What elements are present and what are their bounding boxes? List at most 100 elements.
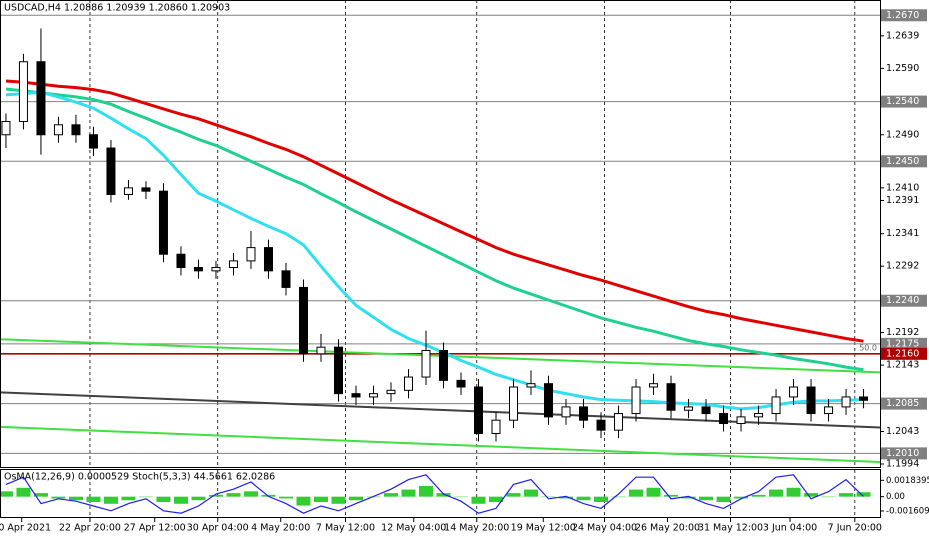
osc-bar xyxy=(629,489,644,497)
candle-body xyxy=(544,383,554,418)
level-box xyxy=(881,294,927,307)
candle-body xyxy=(53,124,63,136)
candle-body xyxy=(631,386,641,415)
candle-body xyxy=(456,379,466,388)
osc-bar xyxy=(734,496,749,499)
x-tick-label: 27 Apr 12:00 xyxy=(124,523,186,534)
osc-bar xyxy=(191,496,206,501)
plot xyxy=(0,0,880,518)
candle-body xyxy=(684,406,694,411)
candle-body xyxy=(614,413,624,431)
level-label: 1.2540 xyxy=(886,96,919,107)
candle-body xyxy=(701,406,711,415)
y-tick-label: 1.2410 xyxy=(886,182,919,193)
osc-bar xyxy=(454,496,469,498)
candle-body xyxy=(36,61,46,136)
level-label: 1.2670 xyxy=(886,10,919,21)
candle-body xyxy=(333,346,343,395)
osc-bar xyxy=(331,496,346,504)
osc-bar xyxy=(86,496,101,502)
candle-body xyxy=(719,413,729,425)
candle-body xyxy=(18,61,28,122)
candle-body xyxy=(771,396,781,415)
osc-bar xyxy=(418,486,433,497)
y-tick-label: 1.2043 xyxy=(886,426,919,437)
x-tick-label: 30 Apr 04:00 xyxy=(187,523,249,534)
osc-bar xyxy=(173,496,188,504)
osc-bar xyxy=(681,496,696,499)
main-layer xyxy=(0,0,880,466)
candle-body xyxy=(368,393,378,398)
osc-bar xyxy=(296,496,311,506)
x-tick-label: 7 Jun 20:00 xyxy=(828,523,882,534)
level-box xyxy=(881,447,927,460)
candle-body xyxy=(754,413,764,418)
candle-body xyxy=(88,134,98,149)
line xyxy=(5,79,864,343)
x-tick-label: 31 May 12:00 xyxy=(698,523,763,534)
x-tick-label: 26 May 20:00 xyxy=(635,523,700,534)
candle-body xyxy=(841,396,851,408)
candle-body xyxy=(596,419,606,431)
y-tick-label: 1.2391 xyxy=(886,195,919,206)
candle-body xyxy=(789,386,799,398)
x-tick-label: 22 Apr 20:00 xyxy=(59,523,121,534)
osc-bar xyxy=(471,496,486,504)
osc-bar xyxy=(769,489,784,497)
osc-layer xyxy=(0,470,871,518)
y-tick-label: 1.1994 xyxy=(886,459,919,470)
osc-bar xyxy=(786,487,801,497)
candle-body xyxy=(316,346,326,355)
osc-bar xyxy=(856,492,871,497)
candle-body xyxy=(193,267,203,272)
candle-body xyxy=(859,396,869,401)
candle-body xyxy=(1,120,11,136)
y-tick-label: 1.2590 xyxy=(886,63,919,74)
osc-bar xyxy=(383,493,398,497)
osc-bar xyxy=(243,491,258,497)
level-box xyxy=(881,9,927,22)
osc-bar xyxy=(401,489,416,497)
osc-bar xyxy=(839,493,854,497)
candle-body xyxy=(806,386,816,415)
x-tick-label: 4 May 20:00 xyxy=(251,523,310,534)
level-label: 1.2175 xyxy=(886,338,919,349)
osc-bar xyxy=(156,496,171,502)
candle-body xyxy=(824,406,834,415)
candle-body xyxy=(176,253,186,269)
candle-body xyxy=(579,406,589,421)
osc-bar xyxy=(138,496,153,498)
candle-body xyxy=(281,270,291,288)
candle-body xyxy=(736,416,746,425)
candle-body xyxy=(491,419,501,434)
osc-bar xyxy=(751,494,766,497)
y-tick-label: 1.2490 xyxy=(886,129,919,140)
candle-body xyxy=(228,260,238,269)
line xyxy=(5,90,864,411)
osc-bar xyxy=(68,496,83,501)
x-tick-label: 14 May 20:00 xyxy=(444,523,509,534)
osc-bar xyxy=(489,496,504,502)
osc-bar xyxy=(278,496,293,499)
level-box xyxy=(881,95,927,108)
osc-title: OsMA(12,26,9) 0.0000529 Stoch(5,3,3) 44.… xyxy=(4,472,275,483)
y-tick-label: 1.2292 xyxy=(886,261,919,272)
candle-body xyxy=(649,383,659,388)
candle-body xyxy=(509,386,519,421)
level-label: 1.2450 xyxy=(886,156,919,167)
candle-body xyxy=(141,187,151,192)
x-tick-label: 19 May 12:00 xyxy=(511,523,576,534)
trend-line xyxy=(0,425,880,464)
y-tick-label: 1.2192 xyxy=(886,327,919,338)
level-label: 1.2010 xyxy=(886,448,919,459)
candle-body xyxy=(263,247,273,272)
candle-body xyxy=(561,406,571,418)
y-tick-label: 1.2639 xyxy=(886,30,919,41)
candle-body xyxy=(666,383,676,411)
candle-body xyxy=(123,187,133,195)
osc-bar xyxy=(208,494,223,497)
candle-body xyxy=(298,286,308,355)
candle-body xyxy=(526,383,536,388)
